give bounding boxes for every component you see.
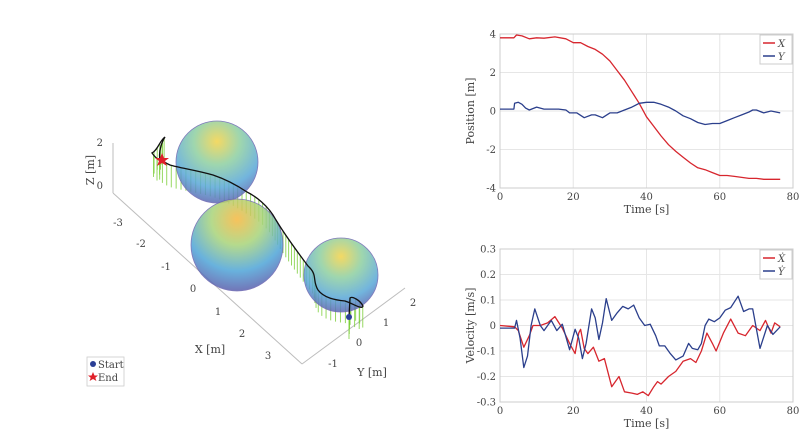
start-legend-icon (90, 361, 96, 367)
x-tick-label: 40 (640, 406, 653, 417)
series-line-1 (500, 295, 781, 369)
y-tick: 1 (383, 318, 389, 329)
obstacle-sphere (175, 120, 259, 204)
x-tick: -3 (113, 218, 123, 229)
trajectory-path (151, 136, 364, 318)
y-tick: 0 (356, 338, 362, 349)
end-legend-icon (88, 372, 98, 381)
series-line-0 (499, 315, 781, 397)
x-tick-label: 0 (497, 192, 503, 203)
z-axis-label: Z [m] (84, 155, 97, 185)
y-tick-label: 0.2 (480, 270, 496, 281)
series-line-0 (500, 34, 781, 180)
x-tick: -1 (161, 262, 171, 273)
legend: XY (759, 34, 793, 65)
x-tick-label: 20 (567, 192, 580, 203)
x-tick-label: 80 (787, 406, 800, 417)
x-tick: 2 (239, 329, 245, 340)
y-axis-line (301, 287, 406, 365)
legend-label: Ẋ (777, 253, 786, 265)
end-star-marker (155, 153, 169, 166)
y-tick-label: 0 (490, 107, 496, 118)
y-tick-label: 0.1 (480, 296, 496, 307)
legend-3d: Start End (86, 356, 125, 387)
x-axis-label: Time [s] (624, 417, 670, 430)
obstacle-sphere (190, 198, 284, 292)
plot-frame (499, 33, 794, 189)
y-axis-label: Y [m] (356, 366, 387, 379)
y-tick-label: -0.2 (477, 372, 496, 383)
y-tick: 2 (410, 298, 416, 309)
y-axis-label: Position [m] (464, 78, 477, 145)
legend: ẊẎ (759, 249, 793, 280)
y-tick-label: -0.3 (477, 398, 496, 409)
y-tick: -1 (328, 359, 338, 370)
legend-label: End (98, 373, 119, 384)
z-tick: 1 (97, 159, 103, 170)
x-tick-label: 60 (713, 192, 726, 203)
y-tick-label: 4 (490, 30, 496, 41)
x-tick-label: 40 (640, 192, 653, 203)
z-tick: 2 (97, 138, 103, 149)
y-tick-label: 0.3 (480, 245, 496, 256)
trajectory-3d-plot: 2 1 0 Z [m] -3 -2 -1 0 1 2 3 X [m] -1 0 … (84, 120, 416, 387)
y-tick-label: 2 (490, 68, 496, 79)
series-line-1 (500, 101, 781, 126)
x-axis-label: X [m] (195, 343, 225, 356)
z-tick: 0 (97, 181, 103, 192)
x-tick-label: 60 (713, 406, 726, 417)
legend-label: Start (98, 360, 124, 371)
y-tick-label: -0.1 (477, 347, 496, 358)
y-tick-label: -2 (486, 145, 496, 156)
x-tick-label: 20 (567, 406, 580, 417)
x-axis-label: Time [s] (624, 203, 670, 216)
x-tick: -2 (136, 239, 146, 250)
y-axis-label: Velocity [m/s] (464, 288, 477, 365)
start-marker (346, 314, 352, 320)
x-tick-label: 0 (497, 406, 503, 417)
y-tick-label: -4 (486, 184, 496, 195)
x-tick-label: 80 (787, 192, 800, 203)
legend-label: X (777, 39, 786, 50)
x-tick: 3 (265, 351, 271, 362)
legend-label: Y (778, 52, 786, 63)
legend-box (759, 249, 793, 280)
y-tick-label: 0 (490, 321, 496, 332)
legend-box (759, 34, 793, 65)
x-tick: 1 (215, 307, 221, 318)
x-tick: 0 (190, 284, 196, 295)
legend-label: Ẏ (778, 266, 786, 278)
